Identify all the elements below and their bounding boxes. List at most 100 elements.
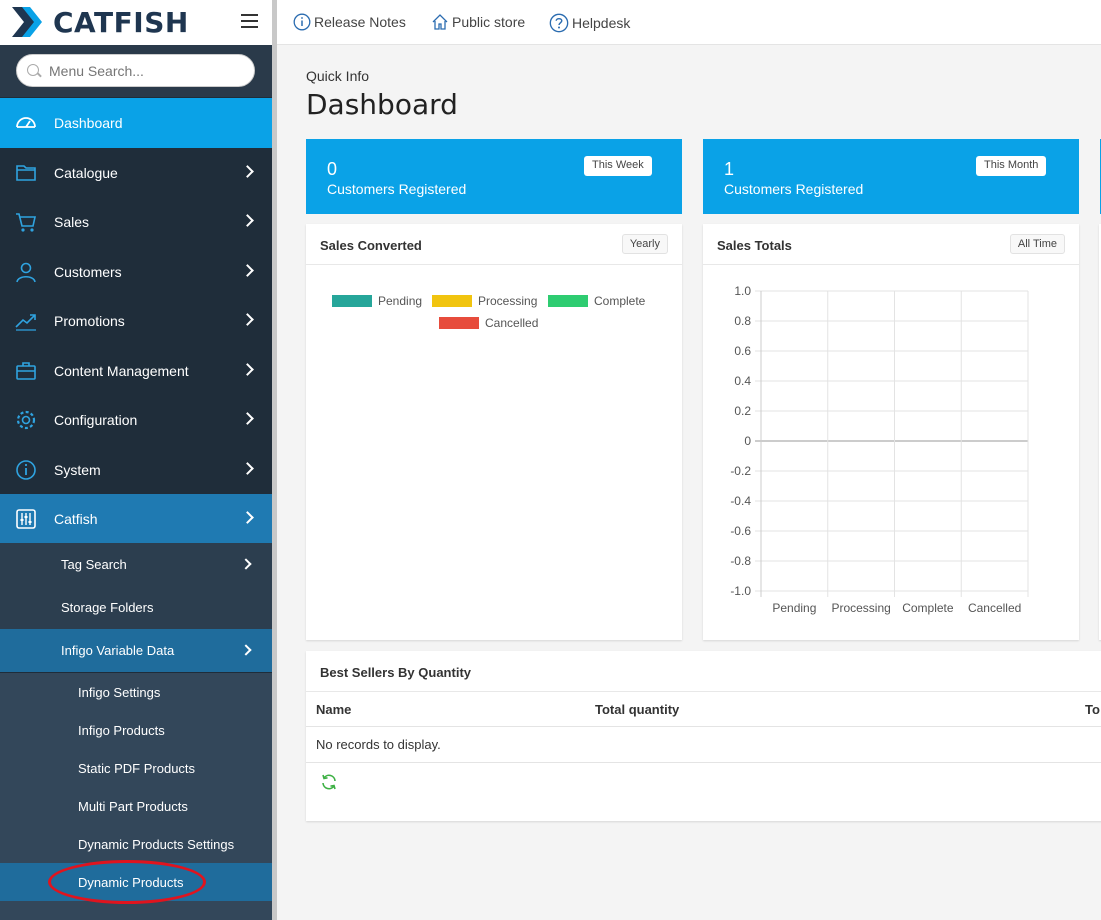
- user-icon: [16, 262, 36, 283]
- stat-value: 0: [327, 159, 338, 179]
- sidebar-subitem-infigo-products[interactable]: Infigo Products: [0, 711, 272, 749]
- release-notes-label: Release Notes: [314, 14, 406, 30]
- sidebar-subitem-multi-part-products[interactable]: Multi Part Products: [0, 787, 272, 825]
- release-notes-link[interactable]: Release Notes: [293, 13, 406, 31]
- sidebar-scrollbar[interactable]: [272, 0, 277, 920]
- sidebar-subitem-tag-search[interactable]: Tag Search: [0, 543, 272, 586]
- helpdesk-label: Helpdesk: [572, 15, 631, 31]
- sales-converted-panel: Sales Converted Yearly Pending Processin…: [306, 224, 682, 640]
- panel-header: Best Sellers By Quantity: [306, 651, 1101, 692]
- chevron-right-icon: [241, 511, 254, 524]
- stat-card-week: 0 Customers Registered This Week: [306, 139, 682, 214]
- sidebar-subitem-label: Tag Search: [61, 557, 127, 572]
- sidebar-subitem-label: Static PDF Products: [78, 761, 196, 776]
- legend-label: Processing: [478, 294, 538, 308]
- legend-item-complete[interactable]: Complete: [548, 294, 645, 308]
- empty-message: No records to display.: [316, 737, 441, 752]
- sidebar-subitem-static-pdf-products[interactable]: Static PDF Products: [0, 749, 272, 787]
- sidebar-subitem-label: Storage Folders: [61, 600, 154, 615]
- chevron-right-icon: [240, 558, 252, 570]
- chevron-right-icon: [241, 412, 254, 425]
- sidebar-item-sales[interactable]: Sales: [0, 197, 272, 247]
- y-tick-label: 0.8: [734, 314, 751, 328]
- question-circle-icon: [549, 13, 569, 33]
- y-tick-label: 0.6: [734, 344, 751, 358]
- legend-item-processing[interactable]: Processing: [432, 294, 537, 308]
- sidebar-item-label: Catfish: [54, 511, 98, 527]
- legend-swatch: [432, 295, 472, 307]
- sidebar-item-catfish[interactable]: Catfish: [0, 494, 272, 544]
- sidebar-item-customers[interactable]: Customers: [0, 247, 272, 297]
- column-header-total[interactable]: To: [1085, 702, 1100, 717]
- public-store-link[interactable]: Public store: [431, 13, 525, 31]
- sidebar-item-dashboard[interactable]: Dashboard: [0, 98, 272, 148]
- hamburger-menu-icon[interactable]: [241, 14, 258, 28]
- sliders-icon: [16, 509, 36, 529]
- sidebar-item-configuration[interactable]: Configuration: [0, 395, 272, 445]
- legend-label: Cancelled: [485, 316, 539, 330]
- sidebar: CATFISH Dashboard Catalogue Sales Custom…: [0, 0, 272, 920]
- legend-item-cancelled[interactable]: Cancelled: [439, 316, 538, 330]
- chevron-right-icon: [241, 462, 254, 475]
- stat-period-badge: This Week: [584, 156, 652, 176]
- y-tick-label: 1.0: [734, 284, 751, 298]
- x-tick-label: Complete: [902, 601, 954, 615]
- legend-swatch: [332, 295, 372, 307]
- briefcase-icon: [16, 362, 36, 380]
- sidebar-item-content-management[interactable]: Content Management: [0, 346, 272, 396]
- sidebar-subitem-infigo-variable-data[interactable]: Infigo Variable Data: [0, 629, 272, 672]
- y-tick-label: 0: [744, 434, 751, 448]
- sidebar-item-label: Promotions: [54, 313, 125, 329]
- helpdesk-link[interactable]: Helpdesk: [549, 13, 630, 33]
- panel-header: Sales Totals All Time: [703, 224, 1079, 265]
- legend-swatch: [548, 295, 588, 307]
- sidebar-item-system[interactable]: System: [0, 445, 272, 495]
- legend-item-pending[interactable]: Pending: [332, 294, 422, 308]
- sidebar-subitem-label: Infigo Variable Data: [61, 643, 175, 658]
- refresh-icon[interactable]: [320, 773, 338, 791]
- stat-card-month: 1 Customers Registered This Month: [703, 139, 1079, 214]
- period-badge: Yearly: [621, 234, 668, 254]
- sidebar-subitem-infigo-settings[interactable]: Infigo Settings: [0, 673, 272, 711]
- public-store-label: Public store: [452, 14, 526, 30]
- sidebar-item-label: Content Management: [54, 363, 189, 379]
- chart-line-icon: [15, 314, 36, 331]
- sales-totals-chart: 1.0 0.8 0.6 0.4 0.2 0 -0.2 -0.4 -0.6 -0.8 -1.0 Pend…: [730, 284, 1029, 615]
- period-badge: All Time: [1009, 234, 1065, 254]
- chevron-right-icon: [241, 264, 254, 277]
- y-tick-label: 0.4: [734, 374, 751, 388]
- y-tick-label: -0.6: [730, 524, 751, 538]
- sidebar-subitem-next: [0, 901, 272, 920]
- info-circle-icon: [293, 13, 311, 31]
- page-title: Dashboard: [306, 88, 458, 121]
- stat-label: Customers Registered: [327, 181, 467, 197]
- dashboard-icon: [16, 117, 36, 128]
- x-tick-label: Cancelled: [968, 601, 1021, 615]
- search-icon: [27, 64, 39, 76]
- best-sellers-panel: Best Sellers By Quantity Name Total quan…: [306, 651, 1101, 821]
- sidebar-subitem-label: Infigo Settings: [78, 685, 161, 700]
- y-tick-label: -0.8: [730, 554, 751, 568]
- sidebar-subitem-storage-folders[interactable]: Storage Folders: [0, 586, 272, 629]
- sidebar-item-label: Catalogue: [54, 165, 118, 181]
- logo-text: CATFISH: [53, 6, 189, 39]
- x-tick-label: Pending: [772, 601, 816, 615]
- table-row: No records to display.: [306, 727, 1101, 763]
- sidebar-item-catalogue[interactable]: Catalogue: [0, 148, 272, 198]
- menu-search-input[interactable]: [16, 54, 255, 87]
- page-subtitle: Quick Info: [306, 68, 370, 84]
- sidebar-subitem-dynamic-products-settings[interactable]: Dynamic Products Settings: [0, 825, 272, 863]
- x-tick-label: Processing: [831, 601, 890, 615]
- menu-search: [0, 45, 272, 97]
- panel-title: Sales Totals: [717, 238, 792, 253]
- sidebar-item-promotions[interactable]: Promotions: [0, 296, 272, 346]
- gear-icon: [16, 410, 36, 430]
- info-icon: [16, 460, 36, 480]
- column-header-name[interactable]: Name: [316, 702, 352, 717]
- stat-value: 1: [724, 159, 735, 179]
- sidebar-item-label: Customers: [54, 264, 122, 280]
- column-header-total-quantity[interactable]: Total quantity: [595, 702, 680, 717]
- cart-icon: [16, 213, 36, 232]
- highlight-circle-annotation: [48, 860, 206, 904]
- legend-label: Complete: [594, 294, 646, 308]
